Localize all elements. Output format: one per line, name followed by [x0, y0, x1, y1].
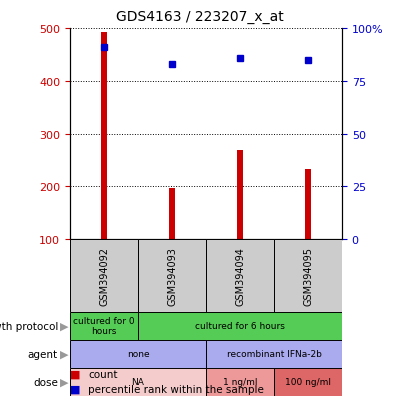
Bar [70, 340, 206, 368]
Bar [305, 170, 312, 240]
Bar [237, 151, 243, 240]
Text: percentile rank within the sample: percentile rank within the sample [88, 384, 264, 394]
Bar [206, 240, 274, 312]
Text: dose: dose [33, 377, 58, 387]
Text: GSM394094: GSM394094 [235, 246, 245, 305]
Text: 1 ng/ml: 1 ng/ml [223, 377, 257, 387]
Text: cultured for 0
hours: cultured for 0 hours [73, 316, 135, 335]
Text: GSM394093: GSM394093 [167, 246, 177, 305]
Text: ■: ■ [70, 369, 80, 379]
Text: agent: agent [28, 349, 58, 359]
Bar [138, 240, 206, 312]
Text: none: none [127, 349, 149, 358]
Text: GSM394095: GSM394095 [303, 246, 313, 305]
Bar [206, 340, 342, 368]
Text: ▶: ▶ [60, 377, 68, 387]
Text: 100 ng/ml: 100 ng/ml [285, 377, 331, 387]
Bar [274, 240, 342, 312]
Text: growth protocol: growth protocol [0, 321, 58, 331]
Text: NA: NA [132, 377, 144, 387]
Text: cultured for 6 hours: cultured for 6 hours [195, 321, 285, 330]
Text: GDS4163 / 223207_x_at: GDS4163 / 223207_x_at [116, 10, 284, 24]
Bar [70, 312, 138, 340]
Bar [274, 368, 342, 396]
Bar [101, 33, 107, 240]
Bar [206, 368, 274, 396]
Text: ▶: ▶ [60, 349, 68, 359]
Bar [169, 188, 176, 240]
Bar [70, 240, 138, 312]
Text: recombinant IFNa-2b: recombinant IFNa-2b [226, 349, 322, 358]
Text: ▶: ▶ [60, 321, 68, 331]
Text: GSM394092: GSM394092 [99, 246, 109, 305]
Text: ■: ■ [70, 384, 80, 394]
Bar [70, 368, 206, 396]
Text: count: count [88, 369, 118, 379]
Bar [138, 312, 342, 340]
